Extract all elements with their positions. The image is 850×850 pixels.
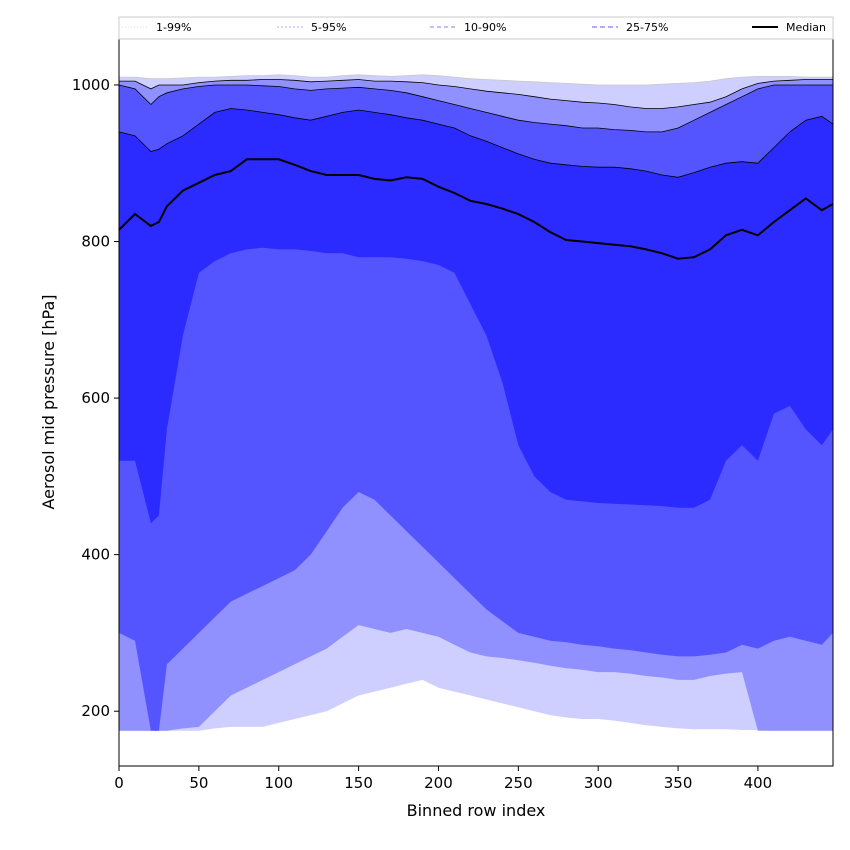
x-tick-label: 200 xyxy=(424,774,453,792)
y-tick-label: 200 xyxy=(81,702,110,720)
legend-box xyxy=(118,16,834,40)
y-tick-label: 400 xyxy=(81,546,110,564)
x-tick-label: 250 xyxy=(504,774,533,792)
legend-label: 25-75% xyxy=(626,21,668,34)
x-axis: 0 50 100 150 200 250 300 350 400 xyxy=(114,766,772,792)
x-tick-label: 100 xyxy=(264,774,293,792)
x-tick-label: 50 xyxy=(189,774,208,792)
band-25-75%-area xyxy=(119,108,833,524)
x-tick-label: 400 xyxy=(744,774,773,792)
y-tick-label: 600 xyxy=(81,389,110,407)
y-tick-label: 800 xyxy=(81,233,110,251)
y-axis: 200 400 600 800 1000 xyxy=(72,76,119,720)
band-25-75%-upper-line xyxy=(119,108,833,178)
x-tick-label: 0 xyxy=(114,774,124,792)
band-1-99%-upper-line xyxy=(119,74,833,86)
legend-label: 1-99% xyxy=(156,21,191,34)
x-tick-label: 300 xyxy=(584,774,613,792)
y-axis-label: Aerosol mid pressure [hPa] xyxy=(39,294,58,509)
median-group xyxy=(119,158,833,260)
x-axis-label: Binned row index xyxy=(407,801,546,820)
median-line xyxy=(119,158,833,260)
legend-label: 5-95% xyxy=(311,21,346,34)
y-tick-label: 1000 xyxy=(72,76,110,94)
legend: 1-99% 5-95% 10-90% 25-75% Median xyxy=(118,16,834,40)
band-10-90%-upper-line xyxy=(119,84,833,133)
band-lines-group xyxy=(119,74,833,178)
legend-label: Median xyxy=(786,21,826,34)
x-tick-label: 350 xyxy=(664,774,693,792)
band-5-95%-upper-line xyxy=(119,79,833,109)
legend-label: 10-90% xyxy=(464,21,506,34)
x-tick-label: 150 xyxy=(344,774,373,792)
bands-group xyxy=(119,74,833,731)
